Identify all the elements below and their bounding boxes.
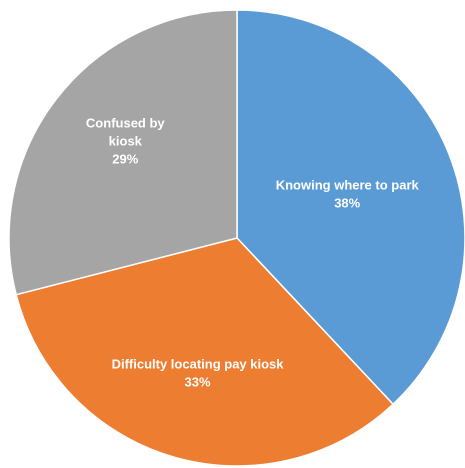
pie-slice-2 (15, 237, 395, 467)
data-label-value: 29% (112, 151, 138, 166)
data-label-3: Confused by kiosk 29% (86, 115, 165, 166)
data-label-value: 33% (185, 375, 211, 390)
data-label-1: Knowing where to park 38% (276, 177, 420, 210)
data-label-category: Knowing where to park (276, 177, 420, 192)
pie-data-labels: Knowing where to park 38% Difficulty locat… (86, 115, 420, 389)
data-label-2: Difficulty locating pay kiosk 33% (112, 357, 285, 390)
pie-slice-3 (8, 9, 238, 296)
data-label-category: Difficulty locating pay kiosk (112, 357, 285, 372)
pie-slices (8, 9, 465, 467)
data-label-value: 38% (334, 195, 360, 210)
pie-slice-1 (236, 9, 465, 406)
data-label-category: Confused by (86, 115, 165, 130)
data-label-category: kiosk (109, 133, 143, 148)
